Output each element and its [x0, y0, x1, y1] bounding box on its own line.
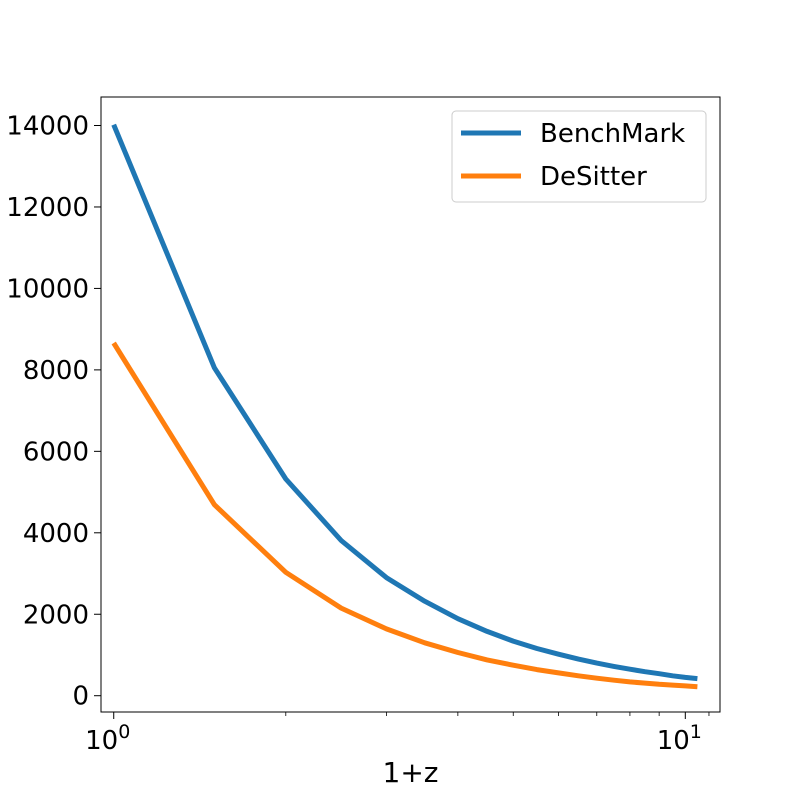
y-tick-label: 2000: [23, 600, 89, 630]
y-axis: 0 2000 4000 6000 8000 10000 12000 14000: [6, 112, 101, 712]
series-line-desitter: [111, 341, 698, 690]
legend-label-desitter: DeSitter: [540, 162, 647, 192]
x-tick-label: 101: [657, 721, 702, 756]
y-tick-label: 6000: [23, 437, 89, 467]
y-tick-label: 0: [72, 682, 89, 712]
x-axis-label: 1+z: [383, 756, 439, 789]
series-layer: [111, 123, 698, 690]
plot-frame: [100, 96, 721, 713]
legend: BenchMark DeSitter: [451, 110, 707, 203]
y-tick-label: 8000: [23, 356, 89, 386]
y-tick-label: 14000: [6, 112, 89, 142]
legend-label-benchmark: BenchMark: [540, 119, 685, 149]
y-tick-label: 10000: [6, 274, 89, 304]
y-tick-label: 12000: [6, 193, 89, 223]
x-tick-label: 100: [85, 721, 130, 756]
x-axis: 100 101: [85, 712, 710, 756]
y-tick-label: 4000: [23, 519, 89, 549]
series-line-benchmark: [111, 123, 698, 682]
